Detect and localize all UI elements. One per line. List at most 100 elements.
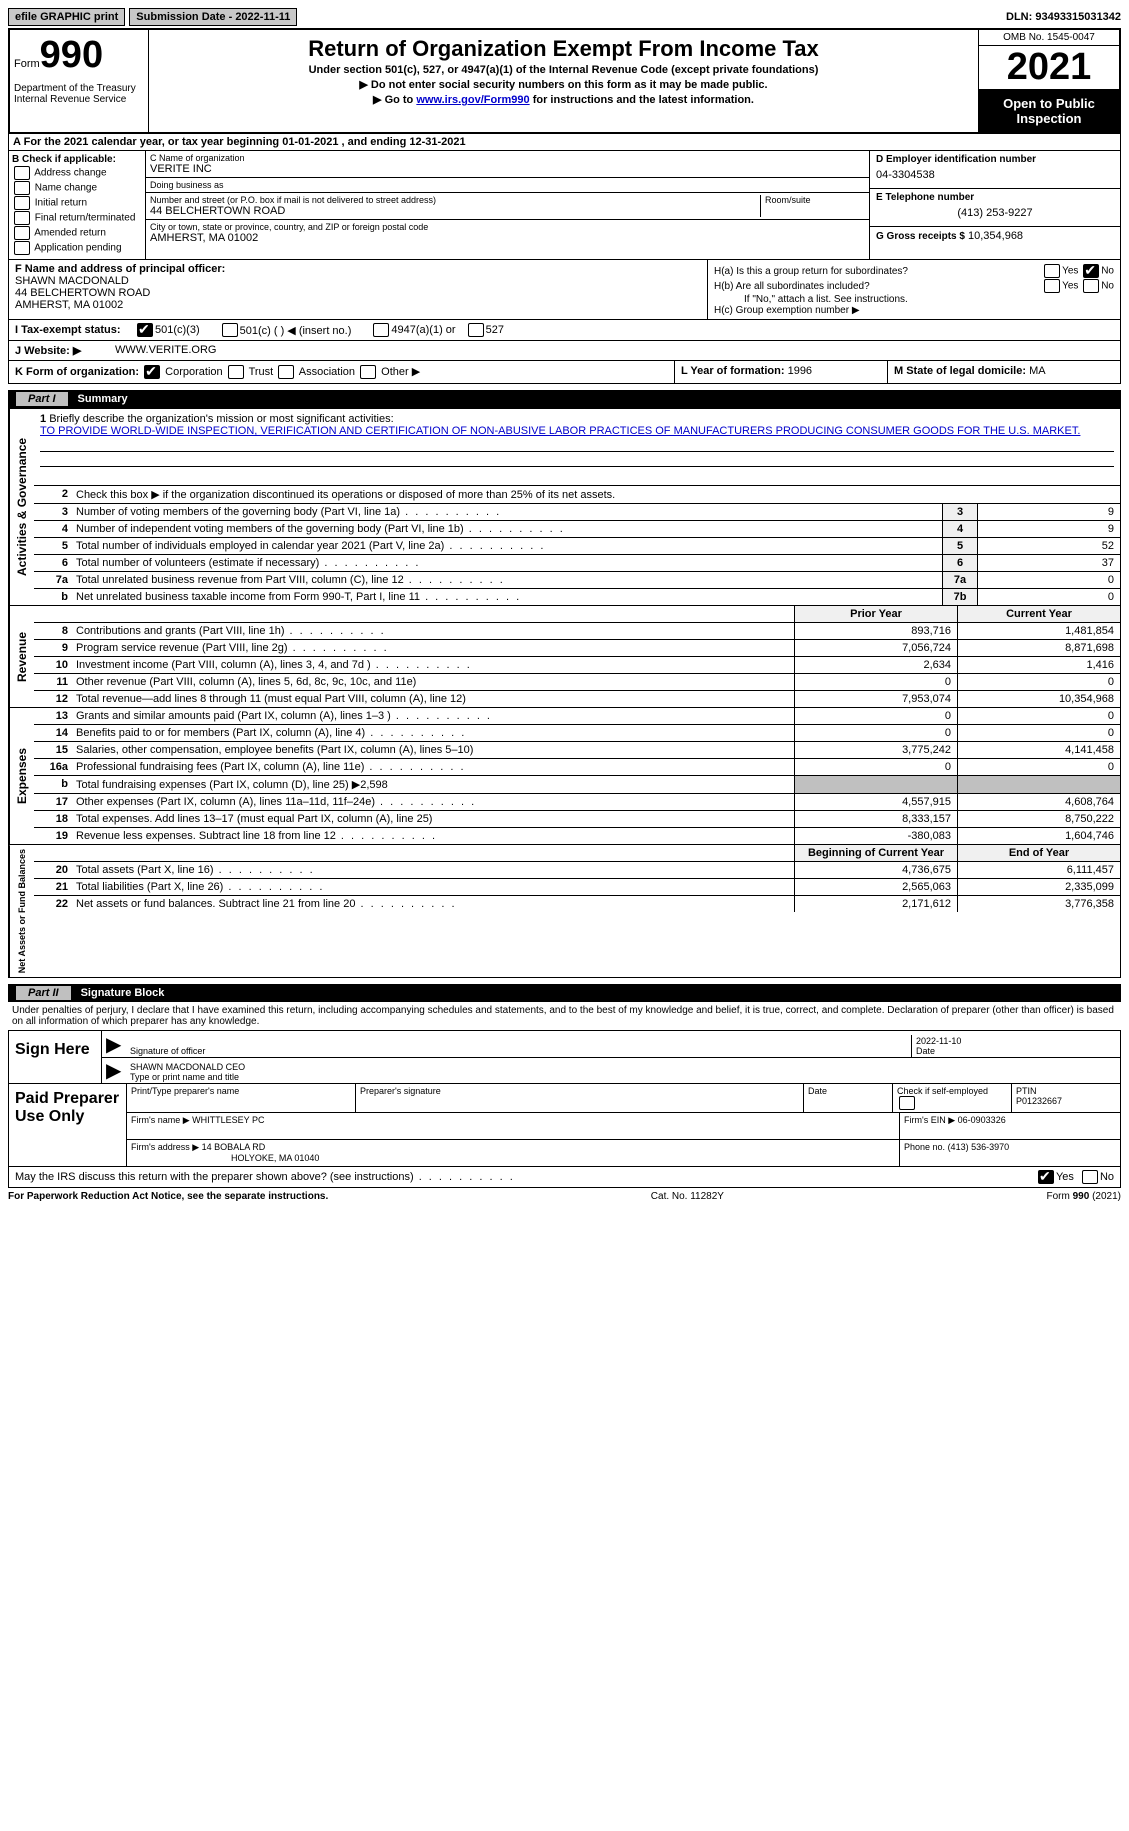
ha-yes[interactable] [1044,264,1060,278]
hc-label: H(c) Group exemption number ▶ [714,305,1114,316]
subtitle-1: Under section 501(c), 527, or 4947(a)(1)… [153,64,974,76]
sign-here-label: Sign Here [9,1031,102,1083]
discuss-yes[interactable] [1038,1170,1054,1184]
line-15-curr: 4,141,458 [957,742,1120,758]
firm-name-label: Firm's name ▶ [131,1115,190,1125]
check-initial-return[interactable]: Initial return [12,196,142,210]
firm-addr2: HOLYOKE, MA 01040 [131,1153,319,1163]
line-8-prior: 893,716 [794,623,957,639]
city-value: AMHERST, MA 01002 [150,232,865,244]
l-label: L Year of formation: [681,365,785,377]
line-11-prior: 0 [794,674,957,690]
state-domicile: MA [1029,365,1046,377]
line-14: Benefits paid to or for members (Part IX… [72,725,794,741]
current-year-header: Current Year [957,606,1120,622]
expenses-section: Expenses 13Grants and similar amounts pa… [8,708,1121,845]
line-22-curr: 3,776,358 [957,896,1120,912]
firm-ein: 06-0903326 [958,1115,1006,1125]
check-application-pending[interactable]: Application pending [12,241,142,255]
check-self-employed[interactable] [899,1096,915,1110]
column-d: D Employer identification number 04-3304… [870,151,1120,259]
hb-no[interactable] [1083,279,1099,293]
line-4: Number of independent voting members of … [72,521,942,537]
form-ref: Form 990 (2021) [1047,1191,1121,1202]
dba-label: Doing business as [150,180,865,190]
submission-date: Submission Date - 2022-11-11 [129,8,297,26]
line-6: Total number of volunteers (estimate if … [72,555,942,571]
check-4947[interactable] [373,323,389,337]
paid-preparer-label: Paid Preparer Use Only [9,1084,127,1166]
cat-number: Cat. No. 11282Y [651,1191,724,1202]
line-a-tax-year: A For the 2021 calendar year, or tax yea… [8,134,1121,151]
prior-year-header: Prior Year [794,606,957,622]
omb-number: OMB No. 1545-0047 [979,30,1119,46]
ha-no[interactable] [1083,264,1099,278]
activities-section: Activities & Governance 1 Briefly descri… [8,408,1121,606]
line-10-curr: 1,416 [957,657,1120,673]
check-501c[interactable] [222,323,238,337]
gross-value: 10,354,968 [968,230,1023,242]
check-trust[interactable] [228,365,244,379]
prep-self-employed: Check if self-employed [893,1084,1012,1112]
org-name: VERITE INC [150,163,865,175]
check-other[interactable] [360,365,376,379]
irs-link[interactable]: www.irs.gov/Form990 [416,94,529,106]
suite-label: Room/suite [765,195,865,205]
street-value: 44 BELCHERTOWN ROAD [150,205,756,217]
ptin-label: PTIN [1016,1086,1037,1096]
line-18: Total expenses. Add lines 13–17 (must eq… [72,811,794,827]
line-3-val: 9 [977,504,1120,520]
line-19-curr: 1,604,746 [957,828,1120,844]
sig-date-label: Date [916,1046,935,1056]
column-c: C Name of organization VERITE INC Doing … [146,151,870,259]
open-to-public: Open to Public Inspection [979,90,1119,132]
check-assoc[interactable] [278,365,294,379]
line-3: Number of voting members of the governin… [72,504,942,520]
gross-label: G Gross receipts $ [876,231,965,242]
side-revenue: Revenue [9,606,34,707]
begin-year-header: Beginning of Current Year [794,845,957,861]
line-11: Other revenue (Part VIII, column (A), li… [72,674,794,690]
check-corp[interactable] [144,365,160,379]
b-title: B Check if applicable: [12,154,142,165]
line-11-curr: 0 [957,674,1120,690]
line-16a-curr: 0 [957,759,1120,775]
side-expenses: Expenses [9,708,34,844]
net-assets-section: Net Assets or Fund Balances Beginning of… [8,845,1121,978]
sign-here-block: Sign Here ▶ Signature of officer 2022-11… [8,1030,1121,1084]
efile-print-button[interactable]: efile GRAPHIC print [8,8,125,26]
check-527[interactable] [468,323,484,337]
goto-pre: ▶ Go to [373,94,416,106]
line-21-prior: 2,565,063 [794,879,957,895]
discuss-no[interactable] [1082,1170,1098,1184]
block-fh: F Name and address of principal officer:… [8,260,1121,320]
line-17-prior: 4,557,915 [794,794,957,810]
check-amended[interactable]: Amended return [12,226,142,240]
paperwork-notice: For Paperwork Reduction Act Notice, see … [8,1191,328,1202]
line-15-prior: 3,775,242 [794,742,957,758]
check-address-change[interactable]: Address change [12,166,142,180]
prep-sig-label: Preparer's signature [356,1084,804,1112]
column-f: F Name and address of principal officer:… [9,260,708,319]
line-7a: Total unrelated business revenue from Pa… [72,572,942,588]
top-bar: efile GRAPHIC print Submission Date - 20… [8,8,1121,26]
part-1-title: Summary [78,393,128,405]
line-13-curr: 0 [957,708,1120,724]
irs-discuss-row: May the IRS discuss this return with the… [8,1167,1121,1188]
hb-label: H(b) Are all subordinates included? [714,281,870,292]
m-label: M State of legal domicile: [894,365,1026,377]
year-formation: 1996 [788,365,812,377]
line-17: Other expenses (Part IX, column (A), lin… [72,794,794,810]
check-name-change[interactable]: Name change [12,181,142,195]
hb-yes[interactable] [1044,279,1060,293]
check-final-return[interactable]: Final return/terminated [12,211,142,225]
line-9-prior: 7,056,724 [794,640,957,656]
check-501c3[interactable] [137,323,153,337]
street-label: Number and street (or P.O. box if mail i… [150,195,756,205]
line-10-prior: 2,634 [794,657,957,673]
line-5: Total number of individuals employed in … [72,538,942,554]
side-activities: Activities & Governance [9,409,34,605]
line-19-prior: -380,083 [794,828,957,844]
discuss-text: May the IRS discuss this return with the… [15,1171,1036,1183]
mission-text: TO PROVIDE WORLD-WIDE INSPECTION, VERIFI… [40,425,1080,437]
